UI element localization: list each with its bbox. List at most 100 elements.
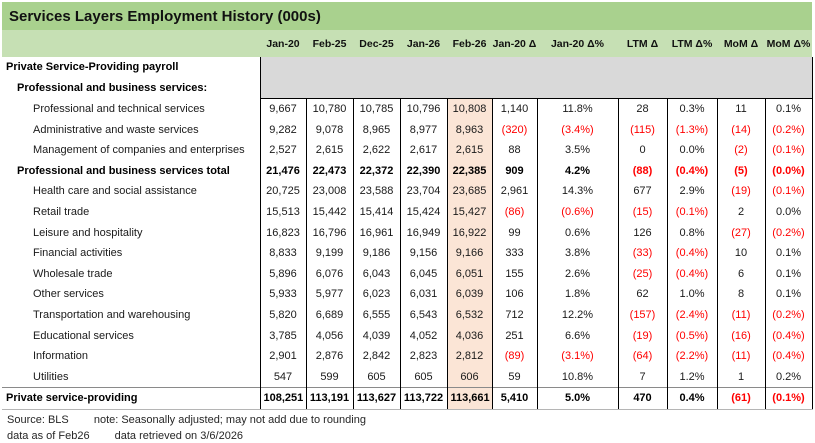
cell-Jan-20 Δ%: 12.2% <box>536 304 618 326</box>
cell-MoM Δ%: (0.4%) <box>764 345 813 367</box>
cell-Jan-26: 6,045 <box>399 263 447 285</box>
cell-LTM Δ%: (2.2%) <box>666 345 717 367</box>
cell-LTM Δ%: 1.2% <box>666 366 717 388</box>
table-row: Private Service-Providing payroll <box>2 57 813 99</box>
column-header-row: Jan-20 Feb-25 Dec-25 Jan-26 Feb-26 Jan-20 Δ Ja… <box>2 30 812 57</box>
cell-Jan-20 Δ: 2,961 <box>491 181 537 202</box>
cell-Jan-20 Δ%: 3.8% <box>536 242 618 264</box>
table-row: Professional and business services: <box>2 78 812 99</box>
cell-MoM Δ%: 0.1% <box>764 284 813 305</box>
cell-LTM Δ%: (2.4%) <box>666 304 717 326</box>
cell-LTM Δ: 470 <box>617 387 667 410</box>
cell-LTM Δ: 126 <box>617 222 667 243</box>
cell-LTM Δ: 62 <box>617 284 667 305</box>
cell-MoM Δ: (11) <box>716 304 765 326</box>
cell-MoM Δ%: 0.0% <box>764 201 813 223</box>
cell-Jan-20 Δ%: 4.2% <box>536 160 618 182</box>
cell-Jan-20: 2,527 <box>259 139 306 161</box>
cell-MoM Δ: (2) <box>716 139 765 161</box>
table-row: Wholesale trade 5,896 6,076 6,043 6,045 6,051… <box>2 263 813 285</box>
cell-MoM Δ: (27) <box>716 222 765 243</box>
cell-Jan-20: 15,513 <box>259 201 306 223</box>
cell-Jan-26: 6,543 <box>399 304 447 326</box>
cell-Feb-26: 2,615 <box>446 139 492 161</box>
cell-Jan-20 Δ%: (3.1%) <box>536 345 618 367</box>
cell-Jan-26: 22,390 <box>399 160 447 182</box>
cell-Dec-25: 9,186 <box>352 242 400 264</box>
cell-MoM Δ%: 0.1% <box>764 242 813 264</box>
cell-Jan-20 Δ%: (3.4%) <box>536 119 618 140</box>
column-header-10: MoM Δ <box>717 30 765 57</box>
cell-MoM Δ: (19) <box>716 181 765 202</box>
row-label: Information <box>33 350 89 363</box>
column-header-9: LTM Δ% <box>667 30 717 57</box>
cell-Jan-20: 21,476 <box>259 160 306 182</box>
cell-Jan-20 Δ%: 5.0% <box>536 387 618 410</box>
cell-Jan-20: 8,833 <box>259 242 306 264</box>
cell-LTM Δ: (115) <box>617 119 667 140</box>
cell-LTM Δ: (157) <box>617 304 667 326</box>
cell-Jan-20 Δ: 88 <box>491 139 537 161</box>
cell-Dec-25: 8,965 <box>352 119 400 140</box>
cell-Feb-26: 6,051 <box>446 263 492 285</box>
cell-Jan-26: 15,424 <box>399 201 447 223</box>
cell-MoM Δ: 1 <box>716 366 765 388</box>
cell-Jan-26: 2,617 <box>399 139 447 161</box>
cell-Jan-20 Δ: 155 <box>491 263 537 285</box>
cell-MoM Δ: (11) <box>716 345 765 367</box>
column-header-7: Jan-20 Δ% <box>537 30 618 57</box>
row-label: Private service-providing <box>2 387 260 410</box>
cell-Feb-26: 606 <box>446 366 492 388</box>
cell-LTM Δ%: (0.4%) <box>666 263 717 285</box>
cell-MoM Δ: 10 <box>716 242 765 264</box>
cell-LTM Δ%: 0.8% <box>666 222 717 243</box>
cell-Jan-20 Δ%: 11.8% <box>536 98 618 120</box>
cell-Jan-20 Δ: 99 <box>491 222 537 243</box>
cell-MoM Δ: (5) <box>716 160 765 182</box>
row-label: Leisure and hospitality <box>33 226 143 239</box>
table-row: Management of companies and enterprises 2… <box>2 139 813 161</box>
cell-LTM Δ%: (0.1%) <box>666 201 717 223</box>
footer-line-2: data as of Feb26 data retrieved on 3/6/2… <box>7 428 812 443</box>
row-label: Professional and business services: <box>17 81 208 94</box>
cell-Dec-25: 22,372 <box>352 160 400 182</box>
cell-Jan-26: 23,704 <box>399 181 447 202</box>
cell-Feb-25: 9,078 <box>305 119 353 140</box>
cell-MoM Δ: 8 <box>716 284 765 305</box>
data-asof-note: data as of Feb26 <box>7 429 90 442</box>
cell-LTM Δ: 7 <box>617 366 667 388</box>
cell-Jan-20 Δ: (89) <box>491 345 537 367</box>
cell-Jan-20 Δ%: 3.5% <box>536 139 618 161</box>
cell-Jan-20: 5,896 <box>259 263 306 285</box>
cell-MoM Δ%: 0.1% <box>764 98 813 120</box>
cell-LTM Δ: (33) <box>617 242 667 264</box>
cell-MoM Δ%: (0.2%) <box>764 222 813 243</box>
cell-Jan-26: 113,722 <box>399 387 447 410</box>
column-header-2: Feb-25 <box>306 30 353 57</box>
cell-MoM Δ: 11 <box>716 98 765 120</box>
cell-Feb-26: 16,922 <box>446 222 492 243</box>
row-label: Professional and technical services <box>33 102 205 115</box>
cell-MoM Δ%: 0.2% <box>764 366 813 388</box>
column-header-5: Feb-26 <box>447 30 492 57</box>
column-header-4: Jan-26 <box>400 30 447 57</box>
cell-Dec-25: 23,588 <box>352 181 400 202</box>
cell-Jan-20 Δ: 712 <box>491 304 537 326</box>
cell-Dec-25: 2,842 <box>352 345 400 367</box>
table-row: Health care and social assistance 20,725 2… <box>2 181 813 202</box>
cell-LTM Δ%: 0.4% <box>666 387 717 410</box>
cell-Feb-25: 4,056 <box>305 325 353 346</box>
table-row: Private service-providing 108,251 113,191 1… <box>2 387 813 410</box>
cell-Feb-25: 6,076 <box>305 263 353 285</box>
cell-Jan-20 Δ%: 0.6% <box>536 222 618 243</box>
cell-MoM Δ%: (0.1%) <box>764 181 813 202</box>
cell-MoM Δ%: (0.1%) <box>764 139 813 161</box>
cell-Jan-20 Δ%: 6.6% <box>536 325 618 346</box>
footer: Source: BLS note: Seasonally adjusted; m… <box>2 410 812 443</box>
cell-Feb-26: 23,685 <box>446 181 492 202</box>
cell-Jan-20 Δ%: 14.3% <box>536 181 618 202</box>
cell-Jan-20: 2,901 <box>259 345 306 367</box>
column-header-6: Jan-20 Δ <box>492 30 537 57</box>
cell-Jan-26: 8,977 <box>399 119 447 140</box>
cell-Feb-26: 113,661 <box>446 387 492 410</box>
